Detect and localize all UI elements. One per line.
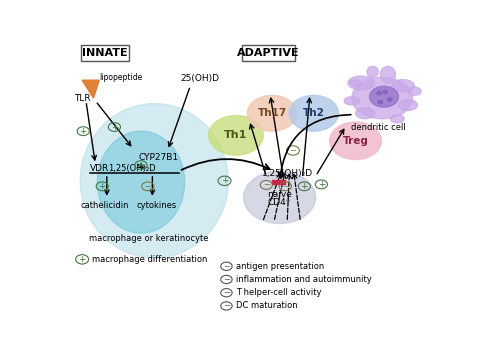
Ellipse shape — [350, 79, 361, 86]
Ellipse shape — [356, 108, 374, 119]
Text: +: + — [221, 176, 228, 185]
Circle shape — [378, 101, 383, 104]
Circle shape — [377, 92, 381, 95]
Text: 1,25(OH)₂D: 1,25(OH)₂D — [262, 169, 313, 178]
Polygon shape — [82, 80, 99, 98]
Text: −: − — [145, 182, 151, 191]
Text: macrophage or keratinocyte: macrophage or keratinocyte — [89, 234, 208, 243]
Text: naive: naive — [267, 189, 292, 199]
Text: T helper-cell activity: T helper-cell activity — [236, 288, 321, 297]
Text: INNATE: INNATE — [82, 48, 128, 58]
Text: +: + — [79, 127, 87, 136]
Circle shape — [209, 116, 263, 155]
Text: CYP27B1: CYP27B1 — [138, 153, 178, 162]
Text: inflammation and autoimmunity: inflammation and autoimmunity — [236, 275, 372, 284]
Ellipse shape — [380, 66, 395, 83]
Ellipse shape — [367, 66, 378, 77]
Circle shape — [247, 95, 297, 131]
Ellipse shape — [344, 97, 359, 105]
Text: −: − — [263, 180, 270, 189]
Text: Th17: Th17 — [257, 108, 287, 118]
Text: +: + — [137, 161, 145, 170]
Ellipse shape — [98, 131, 185, 233]
FancyBboxPatch shape — [81, 45, 129, 61]
Text: −: − — [223, 262, 230, 271]
Text: −: − — [223, 275, 230, 284]
Circle shape — [289, 95, 339, 131]
Text: cathelicidin: cathelicidin — [81, 201, 129, 210]
Text: DC maturation: DC maturation — [236, 301, 297, 310]
Text: CD4⁺: CD4⁺ — [268, 198, 292, 207]
Text: −: − — [223, 288, 230, 297]
Ellipse shape — [391, 115, 404, 123]
Text: TLR: TLR — [74, 93, 91, 103]
Text: macrophage differentiation: macrophage differentiation — [92, 255, 207, 264]
Text: antigen presentation: antigen presentation — [236, 262, 324, 271]
Text: +: + — [111, 122, 118, 131]
Text: +: + — [78, 255, 86, 264]
Text: +: + — [318, 180, 325, 189]
Circle shape — [244, 171, 316, 223]
Text: lipopeptide: lipopeptide — [99, 73, 143, 82]
Ellipse shape — [80, 103, 228, 258]
Circle shape — [369, 86, 398, 107]
Text: VDR: VDR — [90, 164, 109, 173]
Ellipse shape — [352, 77, 413, 119]
Circle shape — [330, 122, 381, 160]
Text: −: − — [223, 301, 230, 310]
Text: Th2: Th2 — [303, 108, 325, 118]
FancyBboxPatch shape — [242, 45, 295, 61]
Ellipse shape — [408, 87, 421, 95]
Bar — [272, 180, 285, 184]
Circle shape — [388, 98, 392, 101]
Text: 25(OH)D: 25(OH)D — [180, 74, 220, 83]
Text: −: − — [282, 182, 289, 191]
Ellipse shape — [348, 76, 374, 90]
Ellipse shape — [398, 100, 417, 111]
Ellipse shape — [392, 79, 415, 92]
Text: dendritic cell: dendritic cell — [351, 122, 406, 131]
Text: −: − — [290, 146, 296, 155]
Circle shape — [383, 90, 388, 94]
Text: Treg: Treg — [343, 136, 368, 146]
Text: 1,25(OH)₂D: 1,25(OH)₂D — [108, 164, 155, 173]
Text: +: + — [300, 182, 308, 191]
Text: Th1: Th1 — [224, 130, 247, 140]
Text: ADAPTIVE: ADAPTIVE — [237, 48, 299, 58]
Text: cytokines: cytokines — [136, 201, 176, 210]
Text: +: + — [98, 182, 106, 191]
